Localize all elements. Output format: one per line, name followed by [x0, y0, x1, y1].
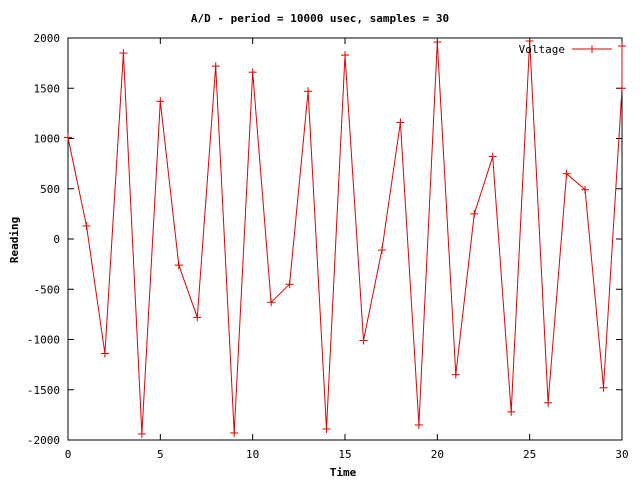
x-tick-label: 0: [65, 448, 72, 461]
data-point: [507, 407, 516, 416]
data-point: [544, 398, 553, 407]
data-point: [82, 221, 91, 230]
data-point: [137, 429, 146, 438]
data-point: [100, 349, 109, 358]
chart-title: A/D - period = 10000 usec, samples = 30: [191, 12, 449, 25]
series: [64, 37, 626, 438]
y-tick-label: -500: [34, 283, 61, 296]
data-point: [174, 261, 183, 270]
data-point: [618, 42, 626, 51]
data-point: [451, 370, 460, 379]
data-point: [525, 37, 534, 46]
data-point: [414, 420, 423, 429]
data-point: [64, 133, 72, 142]
data-point: [341, 51, 349, 60]
y-tick-label: -1000: [27, 334, 60, 347]
data-point: [119, 49, 128, 58]
y-tick-label: 500: [40, 183, 60, 196]
data-point: [377, 246, 386, 255]
x-tick-label: 15: [338, 448, 351, 461]
y-tick-label: 1500: [34, 82, 61, 95]
data-point: [562, 169, 571, 178]
x-tick-label: 30: [615, 448, 628, 461]
x-tick-label: 20: [431, 448, 444, 461]
data-point: [396, 118, 405, 127]
data-point: [211, 62, 220, 71]
x-axis-label: Time: [330, 466, 357, 479]
data-point: [248, 68, 257, 77]
data-point: [230, 428, 239, 437]
data-point: [304, 87, 313, 96]
y-tick-label: -1500: [27, 384, 60, 397]
data-point: [618, 84, 626, 93]
x-tick-label: 25: [523, 448, 536, 461]
data-point: [322, 424, 331, 433]
y-axis-label: Reading: [8, 217, 21, 263]
plot-frame: [67, 37, 623, 441]
data-point: [193, 313, 202, 322]
data-point: [156, 97, 165, 106]
y-tick-label: 0: [53, 233, 60, 246]
data-point: [267, 298, 276, 307]
data-point: [599, 383, 608, 392]
x-tick-label: 10: [246, 448, 259, 461]
series-line: [67, 40, 623, 435]
legend-label: Voltage: [519, 43, 565, 56]
y-tick-label: -2000: [27, 434, 60, 447]
data-point: [359, 336, 368, 345]
data-point: [433, 38, 442, 47]
data-point: [488, 152, 497, 161]
axes: -2000 -1500 -1000 -500 0 500 1000 1500 2000 0 5 10 1…: [27, 32, 629, 461]
data-point: [470, 209, 479, 218]
data-point: [285, 280, 294, 289]
data-point: [581, 185, 590, 194]
y-tick-label: 2000: [34, 32, 61, 45]
x-tick-label: 5: [157, 448, 164, 461]
y-tick-label: 1000: [34, 133, 61, 146]
legend: Voltage: [519, 43, 612, 56]
